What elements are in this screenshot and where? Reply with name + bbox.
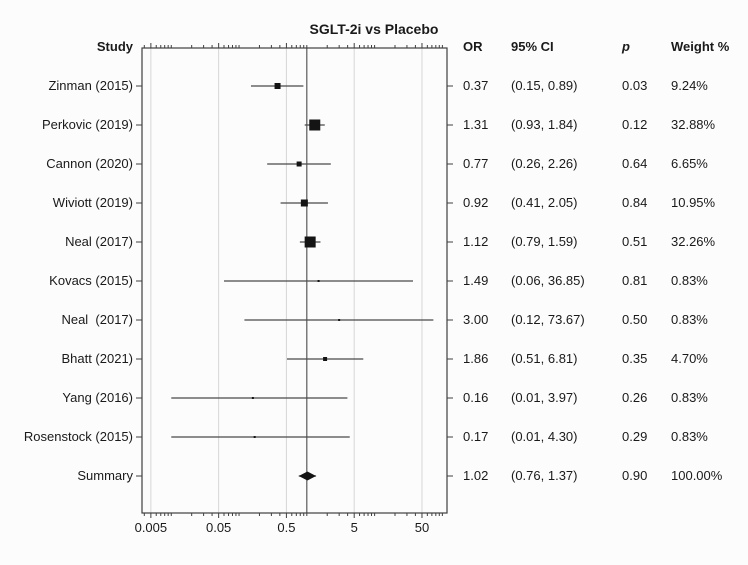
p-value: 0.29 [622,429,648,444]
p-value: 0.64 [622,156,648,171]
study-label: Bhatt (2021) [61,351,133,366]
or-marker [317,280,320,282]
weight-value: 0.83% [671,390,708,405]
p-value: 0.51 [622,234,648,249]
or-value: 1.12 [463,234,489,249]
or-value: 1.31 [463,117,489,132]
weight-value: 9.24% [671,78,708,93]
study-label: Zinman (2015) [48,78,133,93]
p-value: 0.90 [622,468,648,483]
summary-diamond [298,471,317,481]
ci-value: (0.76, 1.37) [511,468,578,483]
p-value: 0.26 [622,390,648,405]
or-value: 1.49 [463,273,489,288]
or-value: 1.86 [463,351,489,366]
or-marker [274,83,281,89]
weight-value: 6.65% [671,156,708,171]
ci-value: (0.12, 73.67) [511,312,585,327]
or-value: 1.02 [463,468,489,483]
study-label: Neal (2017) [65,234,133,249]
or-value: 0.92 [463,195,489,210]
weight-value: 10.95% [671,195,716,210]
figure-title: SGLT-2i vs Placebo [309,21,439,37]
weight-value: 100.00% [671,468,723,483]
study-label: Summary [77,468,133,483]
weight-value: 0.83% [671,273,708,288]
or-column-header: OR [463,39,483,54]
ci-value: (0.01, 4.30) [511,429,578,444]
weight-value: 4.70% [671,351,708,366]
ci-value: (0.51, 6.81) [511,351,578,366]
or-marker [323,357,328,361]
or-value: 0.77 [463,156,489,171]
or-value: 0.17 [463,429,489,444]
weight-value: 0.83% [671,429,708,444]
p-column-header: p [622,39,630,54]
p-value: 0.35 [622,351,648,366]
p-value: 0.03 [622,78,648,93]
ci-value: (0.15, 0.89) [511,78,578,93]
or-value: 3.00 [463,312,489,327]
study-label: Wiviott (2019) [52,195,133,210]
or-value: 0.37 [463,78,489,93]
p-value: 0.12 [622,117,648,132]
or-value: 0.16 [463,390,489,405]
study-label: Cannon (2020) [46,156,133,171]
study-label: Yang (2016) [62,390,133,405]
weight-column-header: Weight % [671,39,730,54]
weight-value: 32.26% [671,234,716,249]
study-label: Kovacs (2015) [49,273,133,288]
study-label: Perkovic (2019) [41,117,133,132]
weight-value: 0.83% [671,312,708,327]
x-axis-tick-label: 5 [350,520,358,535]
or-marker [304,236,316,248]
x-axis-tick-label: 0.5 [277,520,296,535]
or-marker [300,199,308,207]
ci-column-header: 95% CI [511,39,554,54]
x-axis-tick-label: 50 [414,520,430,535]
ci-value: (0.01, 3.97) [511,390,578,405]
weight-value: 32.88% [671,117,716,132]
study-label: Rosenstock (2015) [23,429,133,444]
ci-value: (0.26, 2.26) [511,156,578,171]
or-marker [309,119,321,131]
or-marker [251,397,254,399]
p-value: 0.50 [622,312,648,327]
p-value: 0.81 [622,273,648,288]
or-marker [296,161,302,167]
ci-value: (0.06, 36.85) [511,273,585,288]
p-value: 0.84 [622,195,648,210]
or-marker [253,436,256,438]
ci-value: (0.79, 1.59) [511,234,578,249]
study-label: Neal (2017) [61,312,133,327]
x-axis-tick-label: 0.05 [205,520,232,535]
or-marker [338,319,341,321]
ci-value: (0.93, 1.84) [511,117,578,132]
ci-value: (0.41, 2.05) [511,195,578,210]
study-column-header: Study [96,39,133,54]
x-axis-tick-label: 0.005 [134,520,168,535]
